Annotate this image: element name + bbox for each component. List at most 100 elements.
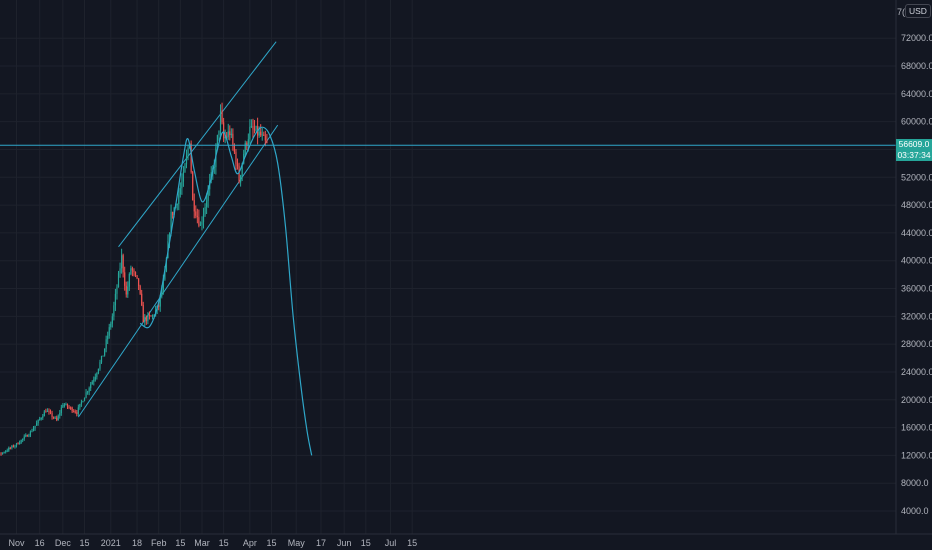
candle-down	[53, 416, 55, 420]
candle-down	[236, 158, 239, 170]
candle-body	[9, 447, 11, 449]
candle-down	[193, 193, 195, 219]
candle-up	[130, 265, 132, 276]
candle-up	[244, 140, 246, 157]
candle-up	[60, 404, 62, 416]
candle-up	[32, 426, 35, 432]
candle-body	[230, 133, 232, 136]
candle-down	[253, 120, 256, 134]
candle-body	[23, 436, 25, 439]
candle-body	[139, 285, 141, 294]
candle-up	[82, 400, 84, 403]
x-tick-label: Mar	[194, 538, 210, 548]
candle-body	[178, 194, 180, 205]
candle-body	[65, 403, 67, 405]
candle-up	[176, 203, 178, 211]
candle-body	[144, 317, 146, 323]
candle-body	[91, 381, 93, 385]
candle-down	[150, 315, 152, 317]
candle-up	[79, 403, 81, 410]
candle-up	[88, 386, 90, 396]
candle-up	[204, 203, 206, 217]
y-tick-label: 16000.0	[901, 423, 932, 433]
candle-body	[258, 131, 260, 136]
candle-body	[12, 445, 15, 447]
candle-up	[184, 162, 186, 173]
x-tick-label: 18	[132, 538, 142, 548]
candle-body	[3, 452, 5, 454]
candle-down	[133, 268, 135, 277]
candle-body	[179, 188, 181, 195]
candle-up	[227, 123, 229, 140]
candle-up	[181, 173, 183, 195]
candle-body	[142, 305, 144, 323]
candle-body	[26, 435, 28, 437]
candle-body	[28, 435, 30, 437]
candle-down	[235, 149, 237, 170]
candle-body	[8, 447, 10, 451]
x-tick-label: Nov	[9, 538, 26, 548]
candle-up	[250, 119, 253, 129]
projection-path	[139, 126, 313, 456]
candle-up	[22, 438, 24, 443]
candle-up	[83, 397, 86, 402]
channel-line	[118, 41, 277, 248]
candle-body	[70, 407, 72, 409]
candle-body	[221, 110, 223, 123]
candle-body	[184, 164, 186, 173]
candle-body	[51, 412, 53, 418]
candle-body	[224, 136, 226, 139]
candle-up	[46, 408, 49, 412]
candle-body	[226, 136, 228, 138]
y-tick-label: 36000.0	[901, 284, 932, 294]
candle-up	[59, 409, 61, 419]
candle-up	[128, 272, 130, 291]
candle-body	[168, 234, 171, 242]
candle-body	[37, 419, 39, 424]
candle-body	[100, 356, 103, 363]
candle-up	[108, 323, 110, 339]
candle-body	[68, 406, 70, 408]
candle-up	[104, 348, 106, 357]
candle-body	[223, 122, 225, 139]
candle-body	[62, 405, 64, 408]
candle-body	[87, 391, 89, 393]
candle-body	[141, 293, 143, 306]
candle-body	[116, 287, 118, 294]
candle-up	[179, 182, 181, 198]
candle-body	[42, 416, 44, 418]
candle-down	[192, 170, 194, 201]
y-tick-label: 52000.0	[901, 172, 932, 182]
candle-body	[159, 295, 161, 307]
candle-up	[36, 420, 38, 426]
candle-down	[51, 410, 53, 420]
candle-up	[20, 439, 22, 444]
candle-up	[219, 104, 222, 140]
candle-up	[85, 389, 87, 399]
candle-body	[249, 126, 251, 140]
currency-badge[interactable]: USD	[905, 4, 931, 18]
candle-up	[3, 451, 5, 454]
candle-up	[2, 452, 4, 455]
candle-body	[34, 425, 36, 429]
candle-body	[20, 439, 22, 443]
candle-up	[107, 331, 109, 345]
candle-up	[93, 376, 95, 386]
candle-up	[6, 448, 8, 453]
y-tick-label: 64000.0	[901, 89, 932, 99]
y-tick-label: 20000.0	[901, 395, 932, 405]
time-axis[interactable]: 15 Nov 16 Dec 15 2021 18 Feb 15 Mar 15 Apr 15 May 17 Ju…	[0, 538, 418, 548]
candle-up	[43, 410, 45, 417]
price-axis[interactable]: 72000.068000.064000.060000.056000.052000…	[901, 33, 932, 516]
candle-body	[122, 255, 124, 273]
candle-up	[202, 207, 205, 229]
candle-down	[145, 315, 147, 325]
candle-up	[25, 433, 27, 438]
candle-body	[74, 411, 76, 413]
candle-body	[264, 135, 266, 141]
x-tick-label: 15	[80, 538, 90, 548]
candle-up	[121, 248, 123, 274]
x-tick-label: 15	[267, 538, 277, 548]
candle-up	[37, 419, 39, 426]
